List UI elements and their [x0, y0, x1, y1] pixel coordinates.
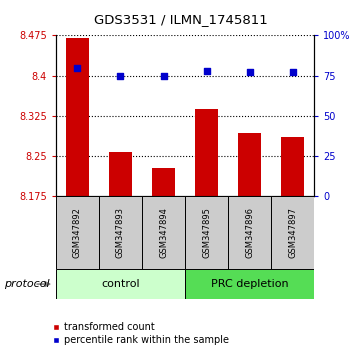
Bar	[109, 152, 132, 196]
Text: GSM347896: GSM347896	[245, 207, 254, 258]
Bar	[56, 196, 99, 269]
Bar	[142, 196, 185, 269]
Text: GSM347894: GSM347894	[159, 207, 168, 258]
Point	[118, 73, 123, 79]
Bar	[281, 137, 304, 196]
Bar	[271, 196, 314, 269]
Text: GDS3531 / ILMN_1745811: GDS3531 / ILMN_1745811	[93, 13, 268, 26]
Text: GSM347892: GSM347892	[73, 207, 82, 258]
Point	[204, 68, 209, 74]
Bar	[238, 133, 261, 196]
Text: PRC depletion: PRC depletion	[211, 279, 288, 289]
Bar	[152, 168, 175, 196]
Bar	[228, 196, 271, 269]
Legend: transformed count, percentile rank within the sample: transformed count, percentile rank withi…	[48, 319, 232, 349]
Text: GSM347895: GSM347895	[202, 207, 211, 258]
Text: control: control	[101, 279, 140, 289]
Bar	[185, 196, 228, 269]
Point	[75, 65, 81, 70]
Text: GSM347893: GSM347893	[116, 207, 125, 258]
Bar	[66, 38, 89, 196]
Bar	[99, 196, 142, 269]
Bar	[56, 269, 185, 299]
Bar	[185, 269, 314, 299]
Point	[290, 70, 295, 75]
Text: protocol: protocol	[4, 279, 49, 289]
Text: GSM347897: GSM347897	[288, 207, 297, 258]
Point	[161, 73, 166, 79]
Point	[247, 70, 252, 75]
Bar	[195, 109, 218, 196]
